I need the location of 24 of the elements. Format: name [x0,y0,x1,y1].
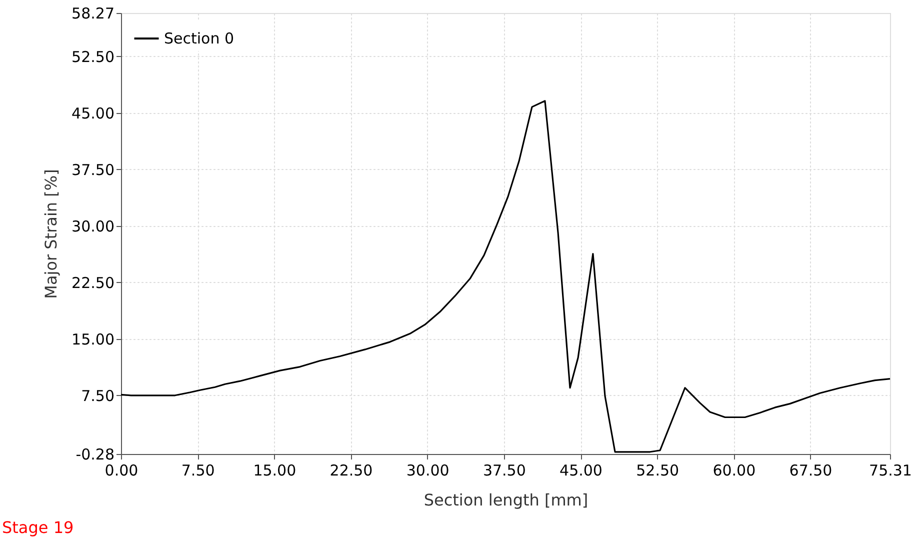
x-axis-title: Section length [mm] [424,490,588,510]
y-tick-label: 22.50 [72,274,114,292]
legend-label: Section 0 [164,30,234,48]
y-axis-title: Major Strain [%] [42,169,61,299]
x-tick-label: 37.50 [482,462,526,480]
x-tick-label: 67.50 [789,462,832,480]
y-tick-label: 52.50 [72,48,114,66]
y-tick-label: 7.50 [81,386,114,405]
y-tick-label: 37.50 [72,160,114,179]
y-tick-label: 58.27 [72,4,114,22]
x-tick-label: 22.50 [330,462,373,480]
x-tick-label: 45.00 [560,462,602,480]
y-tick-label: 15.00 [72,330,114,348]
x-tick-label: 7.50 [181,462,215,480]
y-tick-label: -0.28 [76,446,114,464]
x-tick-label: 0.00 [104,462,138,480]
x-tick-label: 30.00 [406,462,450,480]
x-tick-label: 15.00 [253,462,296,480]
x-tick-label: 52.50 [636,462,680,480]
y-tick-label: 30.00 [72,217,114,236]
text: Stage 19 [2,518,74,537]
x-tick-label: 75.31 [869,462,912,480]
x-tick-label: 60.00 [712,462,756,480]
y-tick-label: 45.00 [72,104,114,122]
